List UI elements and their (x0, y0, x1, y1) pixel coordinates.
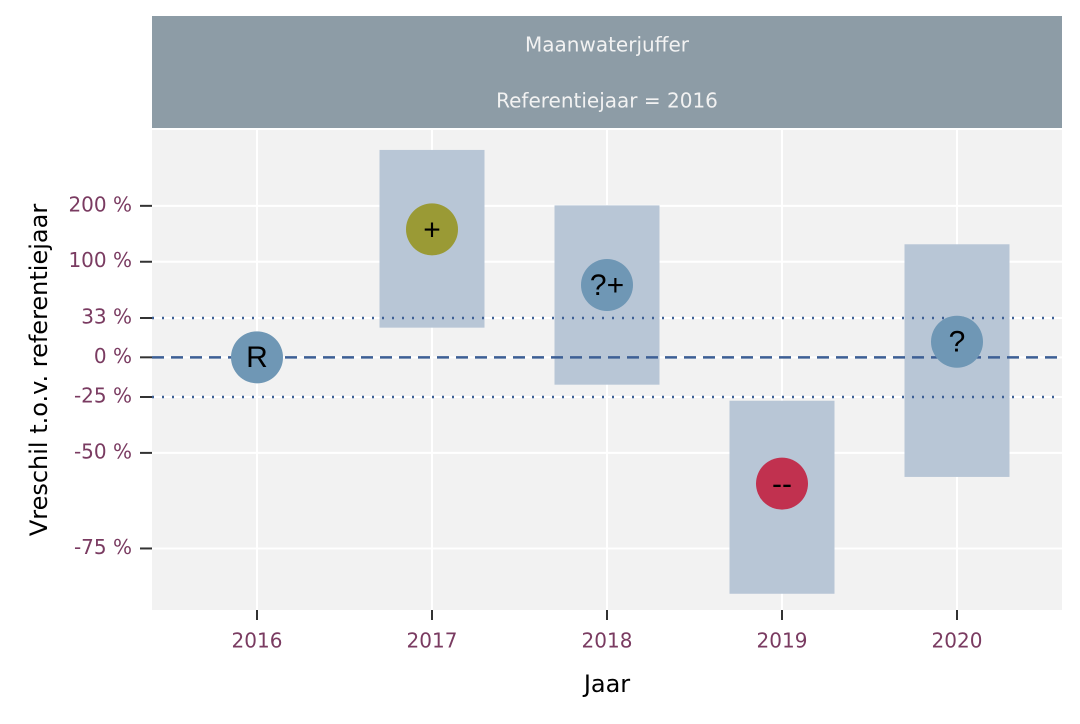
facet-strip (152, 16, 1062, 128)
y-tick-label: -75 % (74, 535, 132, 559)
chart-subtitle: Referentiejaar = 2016 (496, 89, 718, 113)
x-tick-label: 2019 (757, 629, 808, 653)
x-tick-label: 2018 (582, 629, 633, 653)
y-tick-label: -25 % (74, 383, 132, 407)
y-tick-label: 100 % (68, 248, 132, 272)
chart-title: Maanwaterjuffer (525, 33, 690, 57)
point-label: ? (949, 326, 966, 359)
y-tick-label: -50 % (74, 439, 132, 463)
y-tick-label: 33 % (81, 304, 132, 328)
x-tick-label: 2016 (232, 629, 283, 653)
y-tick-label: 0 % (94, 344, 132, 368)
x-tick-label: 2020 (932, 629, 983, 653)
point (756, 457, 808, 510)
point (406, 203, 458, 256)
point (231, 331, 283, 384)
y-axis-label: Vreschil t.o.v. referentiejaar (25, 204, 53, 536)
point-label: + (423, 213, 441, 246)
x-axis-label: Jaar (582, 670, 630, 698)
point (931, 315, 983, 368)
point-label: -- (772, 468, 792, 501)
point-label: R (246, 341, 268, 374)
point-label: ?+ (590, 269, 624, 302)
x-tick-label: 2017 (407, 629, 458, 653)
y-tick-label: 200 % (68, 192, 132, 216)
point (581, 258, 633, 311)
